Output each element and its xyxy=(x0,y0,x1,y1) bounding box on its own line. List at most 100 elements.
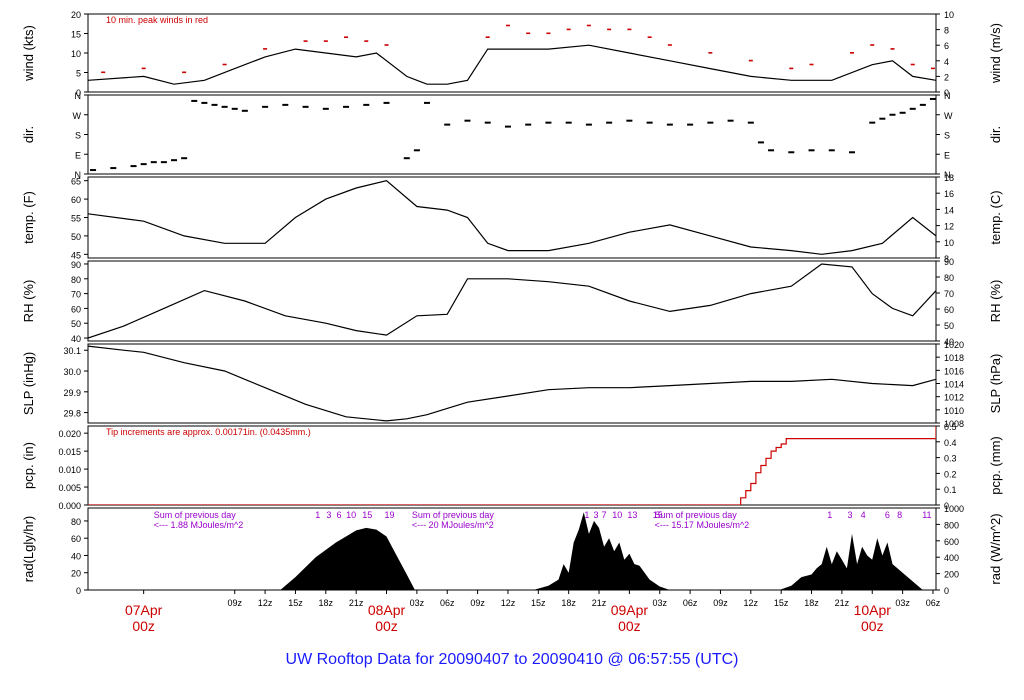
peak-wind-point xyxy=(364,40,369,42)
hour-mark: 4 xyxy=(861,510,866,520)
left-tick-label: 0.020 xyxy=(58,429,81,439)
direction-point xyxy=(90,169,97,172)
left-tick-label: N xyxy=(75,170,82,180)
right-tick-label: 0 xyxy=(944,501,949,511)
right-tick-label: N xyxy=(944,170,951,180)
time-tick-label: 03z xyxy=(895,598,910,608)
left-tick-label: 15 xyxy=(71,30,81,40)
time-tick-label: 15z xyxy=(531,598,546,608)
page-title: UW Rooftop Data for 20090407 to 20090410… xyxy=(285,651,739,668)
left-tick-label: N xyxy=(75,91,82,101)
left-tick-label: 30.1 xyxy=(63,346,81,356)
direction-point xyxy=(464,119,471,122)
series-line xyxy=(88,44,936,85)
hour-mark: 7 xyxy=(602,510,607,520)
right-tick-label: 0.4 xyxy=(944,438,957,448)
panel-frame xyxy=(87,343,937,424)
right-tick-label: 40 xyxy=(944,337,954,347)
time-tick-label: 03z xyxy=(652,598,667,608)
direction-point xyxy=(525,123,532,126)
direction-point xyxy=(919,103,926,106)
right-axis-label: rad (W/m^2) xyxy=(988,513,1003,584)
direction-point xyxy=(545,121,552,124)
hour-mark: 3 xyxy=(593,510,598,520)
hour-mark: 19 xyxy=(385,510,395,520)
left-axis-label: SLP (inHg) xyxy=(21,352,36,415)
time-tick-label: 06z xyxy=(440,598,455,608)
right-tick-label: 60 xyxy=(944,305,954,315)
left-tick-label: 60 xyxy=(71,534,81,544)
right-axis-label: SLP (hPa) xyxy=(988,354,1003,414)
direction-point xyxy=(110,167,117,170)
peak-wind-point xyxy=(263,48,268,50)
panel-frame xyxy=(87,176,937,259)
peak-wind-point xyxy=(101,71,106,74)
left-axis-label: RH (%) xyxy=(21,280,36,323)
left-tick-label: 29.9 xyxy=(63,388,81,398)
hour-mark: 15 xyxy=(362,510,372,520)
right-axis-label: temp. (C) xyxy=(988,190,1003,244)
left-tick-label: 20 xyxy=(71,569,81,579)
right-tick-label: W xyxy=(944,111,953,121)
peak-wind-point xyxy=(182,71,187,74)
peak-wind-point xyxy=(485,36,490,38)
right-tick-label: 80 xyxy=(944,273,954,283)
left-tick-label: 40 xyxy=(71,334,81,344)
peak-wind-point xyxy=(850,52,855,54)
right-tick-label: 16 xyxy=(944,189,954,199)
direction-point xyxy=(160,161,167,164)
right-tick-label: 90 xyxy=(944,257,954,267)
direction-point xyxy=(899,111,906,114)
panel-frame xyxy=(87,425,937,506)
time-tick-label: 18z xyxy=(561,598,576,608)
series-line xyxy=(88,345,936,422)
hour-mark: 6 xyxy=(336,510,341,520)
right-tick-label: N xyxy=(944,91,951,101)
left-tick-label: 0 xyxy=(76,586,81,596)
right-tick-label: 50 xyxy=(944,321,954,331)
right-axis-label: wind (m/s) xyxy=(988,23,1003,84)
right-tick-label: 1016 xyxy=(944,366,964,376)
right-tick-label: S xyxy=(944,131,950,141)
left-tick-label: 5 xyxy=(76,69,81,79)
radiation-note: Sum of previous day xyxy=(154,510,237,520)
peak-wind-point xyxy=(627,28,632,31)
day-label-hour: 00z xyxy=(132,618,155,634)
left-tick-label: 0.005 xyxy=(58,483,81,493)
peak-wind-point xyxy=(566,28,571,31)
left-tick-label: W xyxy=(73,111,82,121)
hour-mark: 15 xyxy=(653,510,663,520)
radiation-note: Sum of previous day xyxy=(655,510,738,520)
direction-point xyxy=(423,101,430,104)
hour-mark: 3 xyxy=(847,510,852,520)
direction-point xyxy=(565,121,572,124)
direction-point xyxy=(849,151,856,154)
hour-mark: 11 xyxy=(922,510,931,520)
time-tick-label: 12z xyxy=(258,598,273,608)
time-tick-label: 09z xyxy=(227,598,242,608)
series-line xyxy=(88,180,936,255)
left-tick-label: 10 xyxy=(71,49,81,59)
right-tick-label: 1018 xyxy=(944,353,964,363)
direction-point xyxy=(929,97,936,100)
peak-wind-point xyxy=(303,40,308,42)
peak-wind-point xyxy=(505,24,510,27)
left-tick-label: 80 xyxy=(71,275,81,285)
hour-mark: 13 xyxy=(627,510,637,520)
left-tick-label: 55 xyxy=(71,214,81,224)
peak-wind-point xyxy=(384,44,389,46)
peak-wind-point xyxy=(667,44,672,46)
peak-wind-point xyxy=(323,40,328,42)
time-tick-label: 12z xyxy=(501,598,516,608)
day-label-date: 08Apr xyxy=(368,602,406,618)
direction-point xyxy=(231,107,238,110)
time-tick-label: 12z xyxy=(744,598,759,608)
right-tick-label: 70 xyxy=(944,289,954,299)
time-tick-label: 09z xyxy=(713,598,728,608)
right-tick-label: 0.1 xyxy=(944,485,957,495)
right-tick-label: 4 xyxy=(944,57,949,67)
time-tick-label: 15z xyxy=(774,598,789,608)
radiation-area xyxy=(533,512,670,590)
direction-point xyxy=(504,125,511,128)
day-label-date: 10Apr xyxy=(854,602,892,618)
